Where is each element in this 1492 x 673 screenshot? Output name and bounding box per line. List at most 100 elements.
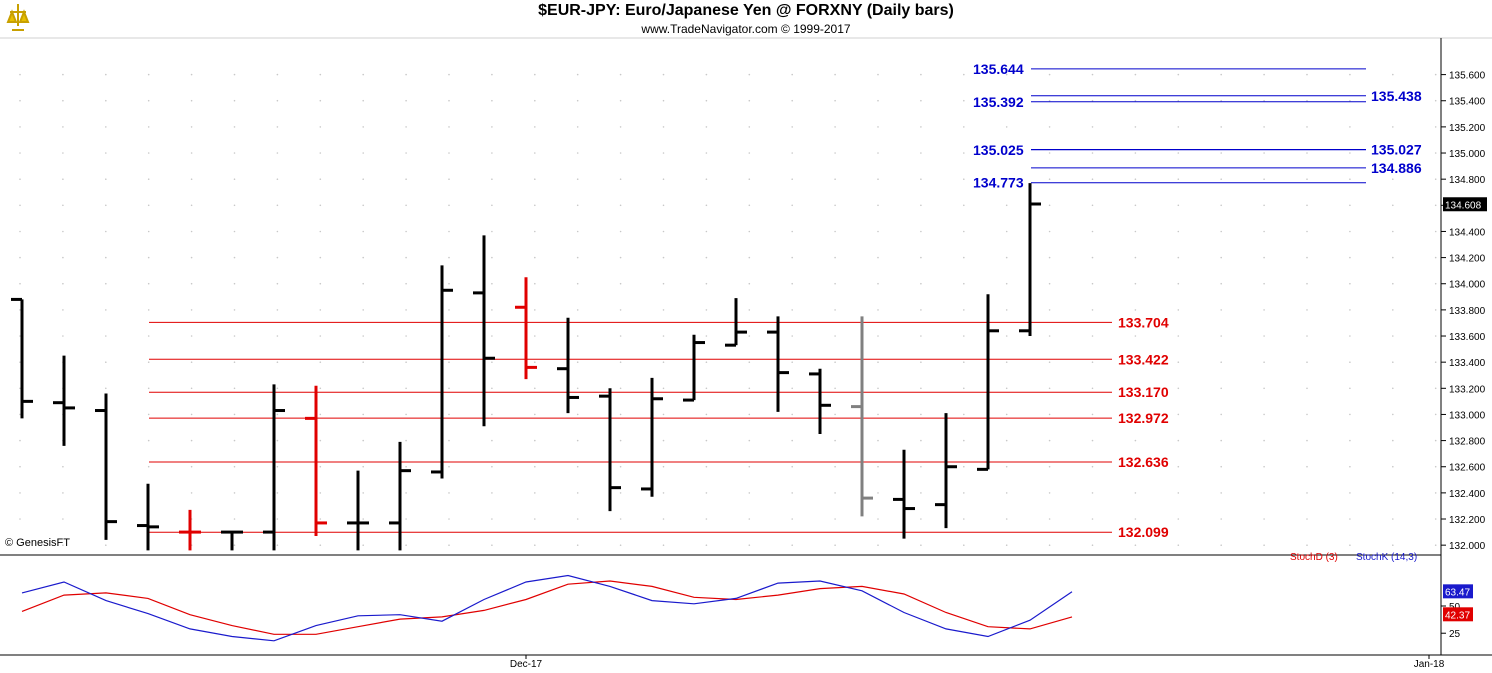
grid-dot — [448, 413, 450, 416]
grid-dot — [1134, 99, 1137, 102]
grid-dot — [1048, 492, 1051, 494]
grid-dot — [319, 178, 322, 180]
grid-dot — [1349, 73, 1351, 76]
grid-dot — [834, 99, 836, 102]
grid-dot — [362, 309, 365, 311]
grid-dot — [748, 465, 751, 468]
grid-dot — [1005, 544, 1008, 546]
ohlc-bar — [893, 449, 915, 539]
grid-dot — [362, 204, 365, 207]
ohlc-bar — [725, 298, 747, 347]
grid-dot — [190, 439, 193, 442]
grid-dot — [576, 309, 579, 311]
grid-dot — [920, 518, 922, 520]
grid-dot — [405, 99, 407, 102]
grid-dot — [576, 230, 579, 233]
grid-dot — [491, 178, 493, 180]
grid-dot — [362, 126, 365, 128]
grid-dot — [233, 518, 236, 520]
grid-dot — [1091, 256, 1094, 259]
grid-dot — [19, 492, 21, 494]
level-label-red: 133.704 — [1118, 314, 1169, 330]
grid-dot — [1091, 387, 1094, 390]
grid-dot — [920, 544, 922, 546]
grid-dot — [1177, 518, 1180, 520]
grid-dot — [1392, 492, 1394, 494]
grid-dot — [448, 282, 450, 285]
grid-dot — [1392, 309, 1394, 311]
grid-dot — [1177, 152, 1180, 154]
grid-dot — [1134, 178, 1137, 180]
grid-dot — [1091, 282, 1094, 285]
grid-dot — [233, 204, 236, 207]
grid-dot — [1134, 361, 1137, 364]
grid-dot — [19, 335, 21, 337]
grid-dot — [276, 178, 279, 180]
grid-dot — [662, 73, 665, 76]
grid-dot — [1306, 204, 1308, 207]
grid-dot — [1005, 230, 1008, 233]
grid-dot — [1005, 256, 1008, 259]
grid-dot — [62, 152, 64, 154]
grid-dot — [1263, 309, 1265, 311]
grid-dot — [491, 492, 493, 494]
grid-dot — [534, 282, 536, 285]
stoch-y-tick-label: 25 — [1449, 629, 1461, 640]
grid-dot — [576, 465, 579, 468]
grid-dot — [1048, 230, 1051, 233]
grid-dot — [319, 99, 322, 102]
grid-dot — [1048, 126, 1051, 128]
grid-dot — [62, 204, 64, 207]
grid-dot — [190, 178, 193, 180]
grid-dot — [62, 178, 64, 180]
grid-dot — [662, 439, 665, 442]
grid-dot — [1392, 282, 1394, 285]
grid-dot — [662, 256, 665, 259]
grid-dot — [705, 439, 708, 442]
y-tick-label: 135.400 — [1449, 97, 1486, 108]
grid-dot — [705, 335, 708, 337]
grid-dot — [1177, 73, 1180, 76]
y-tick-label: 133.600 — [1449, 332, 1486, 343]
grid-dot — [319, 282, 322, 285]
grid-dot — [619, 178, 622, 180]
grid-dot — [276, 361, 279, 364]
grid-dot — [1177, 99, 1180, 102]
grid-dot — [619, 439, 622, 442]
grid-dot — [319, 309, 322, 311]
ohlc-bar — [641, 377, 663, 497]
grid-dot — [233, 361, 236, 364]
grid-dot — [1091, 126, 1094, 128]
grid-dot — [1434, 387, 1437, 390]
grid-dot — [319, 492, 322, 494]
grid-dot — [448, 439, 450, 442]
grid-dot — [405, 492, 407, 494]
grid-dot — [448, 361, 450, 364]
grid-dot — [920, 465, 922, 468]
grid-dot — [748, 152, 751, 154]
grid-dot — [576, 256, 579, 259]
grid-dot — [791, 518, 793, 520]
grid-dot — [233, 309, 236, 311]
grid-dot — [276, 282, 279, 285]
grid-dot — [276, 73, 279, 76]
grid-dot — [19, 413, 21, 416]
grid-dot — [1048, 387, 1051, 390]
grid-dot — [1048, 282, 1051, 285]
grid-dot — [491, 99, 493, 102]
grid-dot — [1005, 335, 1008, 337]
grid-dot — [19, 518, 21, 520]
grid-dot — [491, 361, 493, 364]
grid-dot — [405, 73, 407, 76]
grid-dot — [190, 230, 193, 233]
grid-dot — [791, 413, 793, 416]
grid-dot — [534, 204, 536, 207]
grid-dot — [1349, 361, 1351, 364]
grid-dot — [1349, 544, 1351, 546]
grid-dot — [534, 439, 536, 442]
level-label-blue: 135.025 — [973, 142, 1024, 158]
grid-dot — [791, 126, 793, 128]
grid-dot — [1005, 361, 1008, 364]
grid-dot — [105, 544, 107, 546]
grid-dot — [834, 256, 836, 259]
